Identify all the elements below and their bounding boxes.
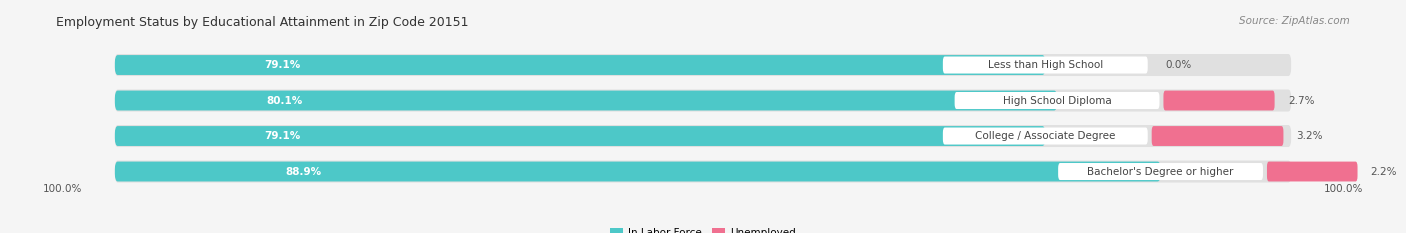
- Text: 100.0%: 100.0%: [1324, 184, 1364, 194]
- FancyBboxPatch shape: [115, 161, 1291, 182]
- FancyBboxPatch shape: [1059, 163, 1263, 180]
- FancyBboxPatch shape: [115, 91, 1057, 110]
- Text: 2.7%: 2.7%: [1288, 96, 1315, 106]
- FancyBboxPatch shape: [115, 55, 1045, 75]
- FancyBboxPatch shape: [1152, 126, 1284, 146]
- FancyBboxPatch shape: [1267, 162, 1358, 182]
- Text: 2.2%: 2.2%: [1371, 167, 1398, 177]
- Text: Employment Status by Educational Attainment in Zip Code 20151: Employment Status by Educational Attainm…: [56, 16, 468, 29]
- FancyBboxPatch shape: [115, 126, 1045, 146]
- FancyBboxPatch shape: [115, 125, 1291, 147]
- Text: 79.1%: 79.1%: [264, 131, 301, 141]
- Text: Source: ZipAtlas.com: Source: ZipAtlas.com: [1239, 16, 1350, 26]
- Text: 80.1%: 80.1%: [266, 96, 302, 106]
- Text: Bachelor's Degree or higher: Bachelor's Degree or higher: [1087, 167, 1233, 177]
- Text: 100.0%: 100.0%: [42, 184, 82, 194]
- Text: College / Associate Degree: College / Associate Degree: [976, 131, 1115, 141]
- FancyBboxPatch shape: [115, 162, 1160, 182]
- Legend: In Labor Force, Unemployed: In Labor Force, Unemployed: [606, 224, 800, 233]
- Text: 88.9%: 88.9%: [285, 167, 321, 177]
- FancyBboxPatch shape: [1163, 91, 1275, 110]
- FancyBboxPatch shape: [115, 89, 1291, 112]
- FancyBboxPatch shape: [943, 127, 1147, 144]
- Text: High School Diploma: High School Diploma: [1002, 96, 1111, 106]
- FancyBboxPatch shape: [955, 92, 1160, 109]
- Text: 79.1%: 79.1%: [264, 60, 301, 70]
- Text: 3.2%: 3.2%: [1296, 131, 1323, 141]
- Text: 0.0%: 0.0%: [1166, 60, 1191, 70]
- FancyBboxPatch shape: [115, 54, 1291, 76]
- FancyBboxPatch shape: [943, 56, 1147, 74]
- Text: Less than High School: Less than High School: [987, 60, 1102, 70]
